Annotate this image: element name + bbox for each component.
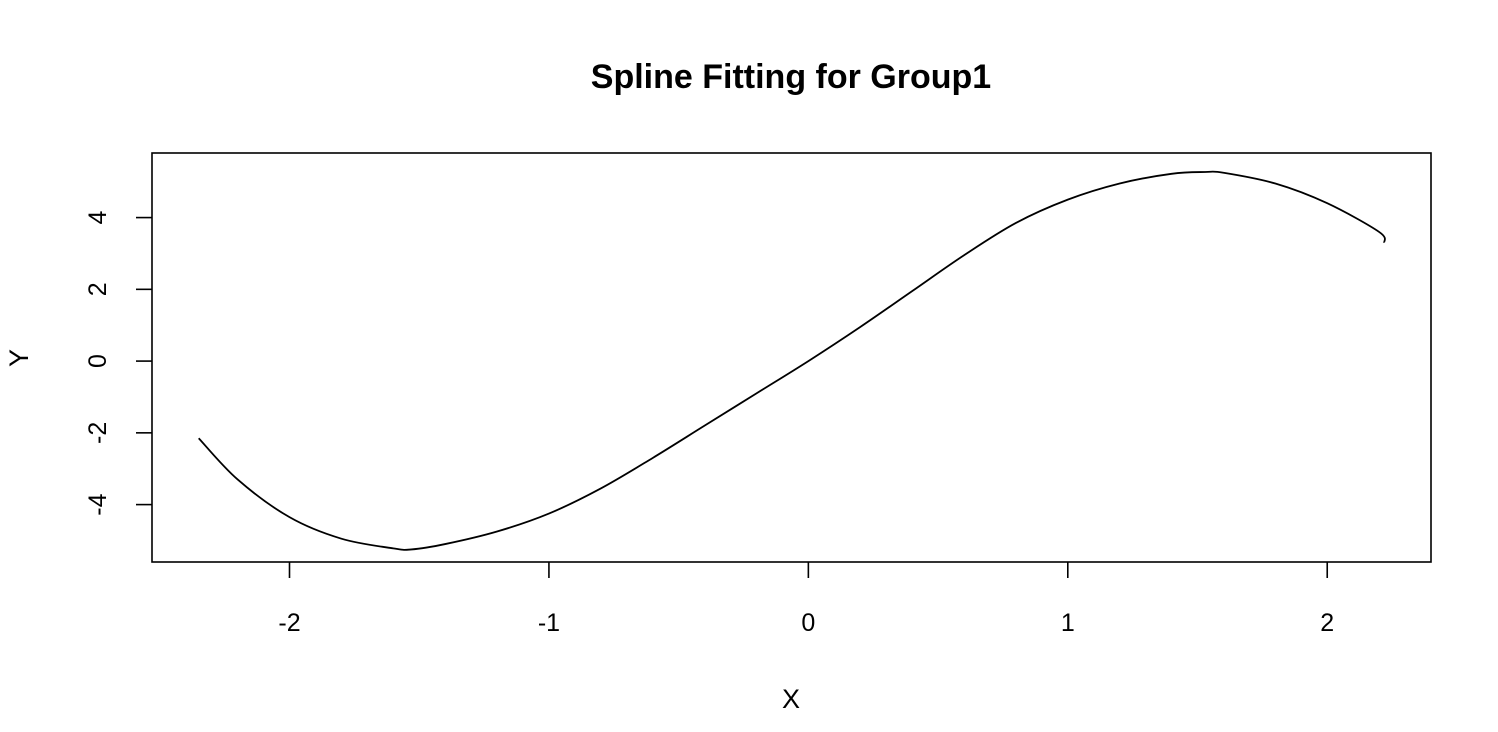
plot-frame bbox=[151, 152, 1432, 563]
x-tick-label: 2 bbox=[1320, 609, 1334, 637]
x-axis-label: X bbox=[782, 684, 800, 714]
y-tick-label: 4 bbox=[84, 211, 112, 225]
x-tick-label: -2 bbox=[278, 609, 300, 637]
x-tick-label: -1 bbox=[538, 609, 560, 637]
chart-title: Spline Fitting for Group1 bbox=[591, 58, 991, 96]
y-tick-label: 0 bbox=[84, 354, 112, 368]
y-tick-label: -4 bbox=[84, 493, 112, 515]
x-tick-label: 1 bbox=[1061, 609, 1075, 637]
spline-curve bbox=[198, 170, 1386, 551]
y-axis: -4 -2 0 2 4 bbox=[84, 211, 152, 516]
x-axis: -2 -1 0 1 2 bbox=[278, 562, 1334, 637]
y-tick-label: -2 bbox=[84, 422, 112, 444]
x-tick-label: 0 bbox=[801, 609, 815, 637]
y-tick-label: 2 bbox=[84, 282, 112, 296]
y-axis-label: Y bbox=[4, 349, 34, 367]
